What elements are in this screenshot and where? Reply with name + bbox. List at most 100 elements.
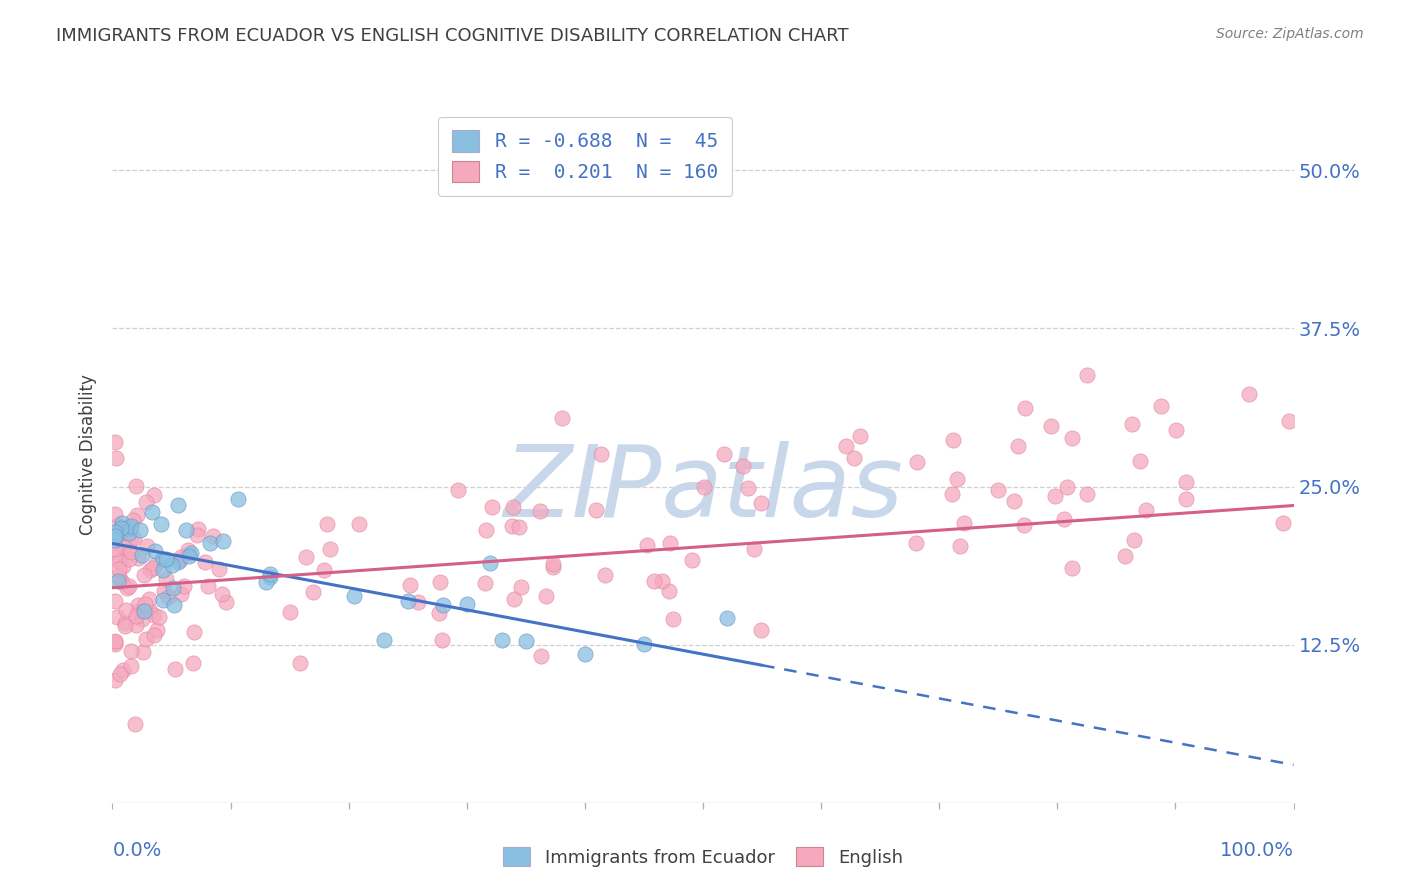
Point [1040,419,1063,434]
Point [155,572,177,586]
Text: 0.0%: 0.0% [112,841,162,860]
Point [131,612,153,626]
Point [295,550,318,565]
Point [114,602,136,616]
Text: Source: ZipAtlas.com: Source: ZipAtlas.com [1216,27,1364,41]
Point [658,535,681,549]
Point [117,543,139,558]
Point [108,554,131,568]
Point [163,599,186,613]
Point [636,538,658,552]
Point [1062,561,1084,575]
Point [186,527,208,541]
Point [104,529,127,543]
Text: IMMIGRANTS FROM ECUADOR VS ENGLISH COGNITIVE DISABILITY CORRELATION CHART: IMMIGRANTS FROM ECUADOR VS ENGLISH COGNI… [56,27,849,45]
Point [479,556,502,570]
Point [152,563,174,577]
Point [136,539,159,553]
Point [104,635,127,649]
Point [118,579,141,593]
Point [127,550,149,565]
Point [541,557,564,571]
Point [211,587,233,601]
Point [187,522,209,536]
Y-axis label: Cognitive Disability: Cognitive Disability [79,375,97,535]
Point [138,592,160,607]
Point [591,447,613,461]
Point [120,532,142,546]
Point [1135,503,1157,517]
Point [731,459,754,474]
Legend: Immigrants from Ecuador, English: Immigrants from Ecuador, English [496,840,910,874]
Point [110,574,132,589]
Point [148,610,170,624]
Point [183,656,205,670]
Point [349,516,371,531]
Point [574,647,596,661]
Point [143,544,166,558]
Point [1014,401,1036,416]
Point [1007,439,1029,453]
Point [120,659,142,673]
Point [212,533,235,548]
Point [125,608,148,623]
Point [319,541,342,556]
Point [155,552,177,566]
Point [127,604,149,618]
Point [197,579,219,593]
Point [105,610,128,624]
Point [508,520,530,534]
Point [160,558,183,572]
Point [1174,475,1197,490]
Point [132,568,155,582]
Point [153,583,176,598]
Point [259,570,281,584]
Point [115,582,138,596]
Point [108,572,131,586]
Point [118,525,141,540]
Point [135,632,157,646]
Legend: R = -0.688  N =  45, R =  0.201  N = 160: R = -0.688 N = 45, R = 0.201 N = 160 [439,117,731,196]
Point [1062,431,1084,445]
Point [112,663,135,677]
Point [1076,487,1098,501]
Point [124,716,146,731]
Point [259,567,281,582]
Text: ZIPatlas: ZIPatlas [503,442,903,538]
Point [104,637,127,651]
Point [658,584,681,599]
Point [117,552,139,566]
Point [207,561,229,575]
Point [399,578,422,592]
Point [143,607,166,622]
Point [162,581,184,595]
Point [163,662,186,676]
Point [143,627,166,641]
Point [1122,533,1144,547]
Point [125,508,148,523]
Point [1278,414,1301,428]
Point [156,590,179,604]
Point [194,555,217,569]
Point [946,472,969,486]
Point [176,523,198,537]
Point [127,598,149,612]
Point [104,435,127,450]
Point [432,633,454,648]
Point [1114,549,1136,563]
Point [1012,518,1035,533]
Point [716,611,738,625]
Point [278,605,301,619]
Point [844,450,866,465]
Point [111,516,134,530]
Point [481,500,503,515]
Point [941,486,963,500]
Point [316,516,339,531]
Point [312,562,335,576]
Point [987,483,1010,498]
Point [104,673,127,688]
Point [135,494,157,508]
Point [541,560,564,574]
Point [534,589,557,603]
Point [226,491,249,506]
